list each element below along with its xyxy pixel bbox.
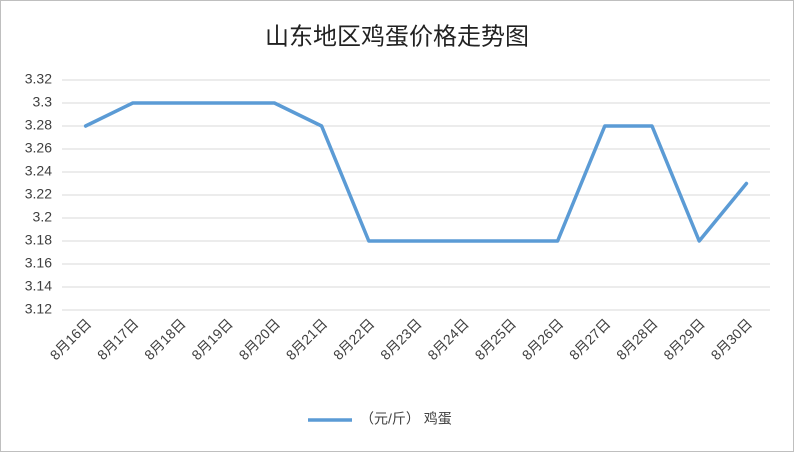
y-tick-label: 3.16: [25, 255, 52, 271]
line-series: [83, 101, 749, 243]
y-tick-label: 3.2: [33, 209, 53, 225]
legend-label: （元/斤） 鸡蛋: [360, 411, 452, 427]
y-tick-label: 3.12: [25, 301, 52, 317]
y-tick-label: 3.32: [25, 71, 52, 87]
y-tick-label: 3.3: [33, 94, 53, 110]
y-tick-label: 3.14: [25, 278, 52, 294]
y-tick-label: 3.22: [25, 186, 52, 202]
y-tick-label: 3.18: [25, 232, 52, 248]
y-tick-label: 3.26: [25, 140, 52, 156]
chart-title: 山东地区鸡蛋价格走势图: [265, 23, 529, 50]
y-tick-label: 3.24: [25, 163, 52, 179]
y-tick-label: 3.28: [25, 117, 52, 133]
